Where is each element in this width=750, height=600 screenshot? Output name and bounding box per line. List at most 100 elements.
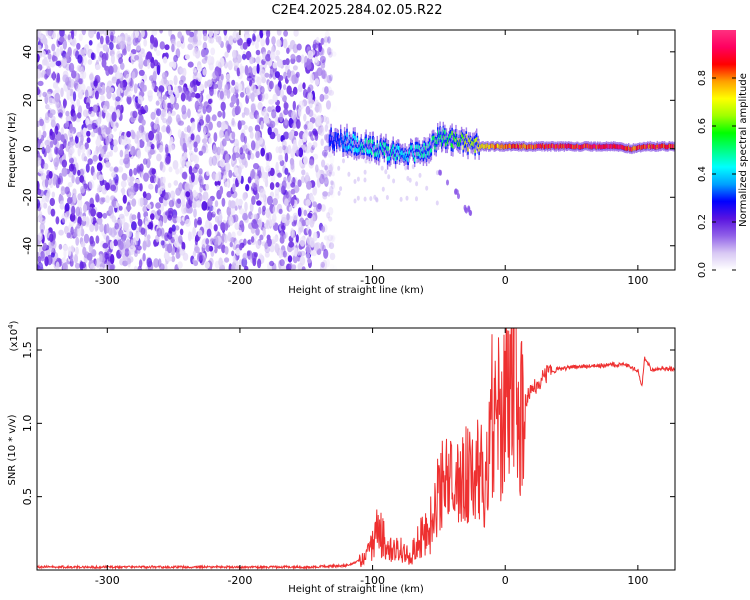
noise-blob: [212, 205, 217, 215]
noise-blob: [283, 71, 287, 80]
noise-blob: [151, 168, 156, 175]
noise-blob: [138, 259, 143, 268]
noise-blob: [69, 88, 74, 97]
trace-core: [423, 143, 425, 148]
trace-core: [336, 142, 338, 148]
trace-core: [557, 143, 559, 148]
trace-core: [619, 144, 621, 150]
trace-core: [586, 144, 589, 149]
noise-blob: [102, 212, 108, 219]
noise-blob: [62, 244, 69, 252]
noise-blob: [44, 256, 49, 267]
noise-blob: [114, 178, 119, 186]
noise-blob: [92, 104, 99, 113]
noise-blob: [292, 65, 298, 71]
noise-blob: [290, 182, 296, 188]
noise-blob: [256, 114, 260, 124]
trace-core: [564, 143, 566, 149]
noise-blob: [62, 74, 69, 83]
noise-blob: [194, 93, 201, 99]
noise-blob: [298, 139, 302, 148]
noise-blob: [312, 141, 318, 148]
noise-blob: [95, 235, 100, 244]
noise-blob: [56, 47, 60, 58]
noise-blob: [275, 146, 280, 154]
noise-blob: [231, 87, 236, 94]
noise-blob: [269, 244, 275, 253]
trace-core: [569, 144, 572, 149]
trace-core: [428, 151, 430, 156]
noise-blob: [173, 86, 179, 95]
noise-blob: [131, 198, 137, 207]
noise-blob: [113, 125, 118, 132]
noise-blob: [49, 60, 56, 68]
noise-blob: [110, 254, 115, 265]
noise-blob: [244, 108, 250, 115]
noise-blob: [146, 234, 151, 241]
noise-blob: [301, 266, 306, 270]
noise-blob: [128, 168, 133, 177]
trace-core: [669, 144, 671, 149]
noise-blob: [253, 223, 259, 230]
trace-core: [589, 144, 592, 150]
noise-blob: [324, 86, 329, 95]
noise-blob: [126, 257, 132, 265]
noise-blob: [171, 224, 176, 232]
noise-blob: [239, 147, 244, 155]
noise-blob: [65, 120, 70, 128]
trace-core: [512, 143, 514, 148]
noise-blob: [330, 183, 337, 191]
trace-core: [597, 143, 599, 149]
noise-blob: [149, 149, 156, 155]
noise-blob: [76, 112, 82, 119]
noise-blob: [214, 180, 221, 187]
noise-blob: [272, 93, 278, 103]
snr-y-label: SNR (10 * v/v): [7, 414, 18, 485]
spectrogram-signal-trace: [328, 121, 675, 216]
trace-core: [374, 152, 376, 157]
noise-blob: [110, 227, 117, 238]
noise-blob: [119, 149, 124, 158]
trace-core: [349, 143, 351, 148]
noise-blob: [328, 89, 335, 96]
noise-blob: [380, 165, 384, 171]
noise-blob: [309, 73, 315, 84]
trace-core: [356, 137, 359, 143]
noise-blob: [88, 86, 93, 97]
noise-blob: [306, 246, 310, 257]
noise-blob: [163, 251, 170, 260]
noise-blob: [160, 96, 165, 107]
noise-blob: [212, 235, 219, 245]
noise-blob: [102, 44, 109, 52]
noise-blob: [45, 144, 51, 154]
trace-core: [566, 144, 568, 149]
noise-blob: [211, 155, 218, 166]
trace-core: [421, 147, 424, 152]
noise-blob: [168, 166, 173, 173]
noise-blob: [205, 183, 210, 191]
noise-blob: [151, 30, 158, 36]
noise-blob: [70, 226, 74, 236]
noise-blob: [192, 67, 197, 73]
trace-core: [363, 148, 365, 153]
snr-series-line: [37, 328, 675, 570]
noise-blob: [192, 166, 198, 174]
noise-blob: [179, 166, 183, 175]
noise-blob: [37, 68, 41, 79]
trace-core: [344, 139, 347, 144]
trace-core: [534, 145, 537, 150]
noise-blob: [312, 231, 318, 242]
noise-blob: [192, 189, 197, 198]
noise-blob: [291, 122, 297, 129]
noise-blob: [253, 30, 257, 34]
noise-blob: [270, 218, 276, 226]
noise-blob: [119, 81, 124, 89]
noise-blob: [124, 248, 130, 257]
noise-blob: [264, 93, 269, 100]
noise-blob: [233, 59, 239, 69]
noise-blob: [177, 129, 182, 138]
trace-core: [593, 143, 596, 149]
trace-core: [461, 134, 464, 139]
trace-core: [519, 144, 522, 149]
